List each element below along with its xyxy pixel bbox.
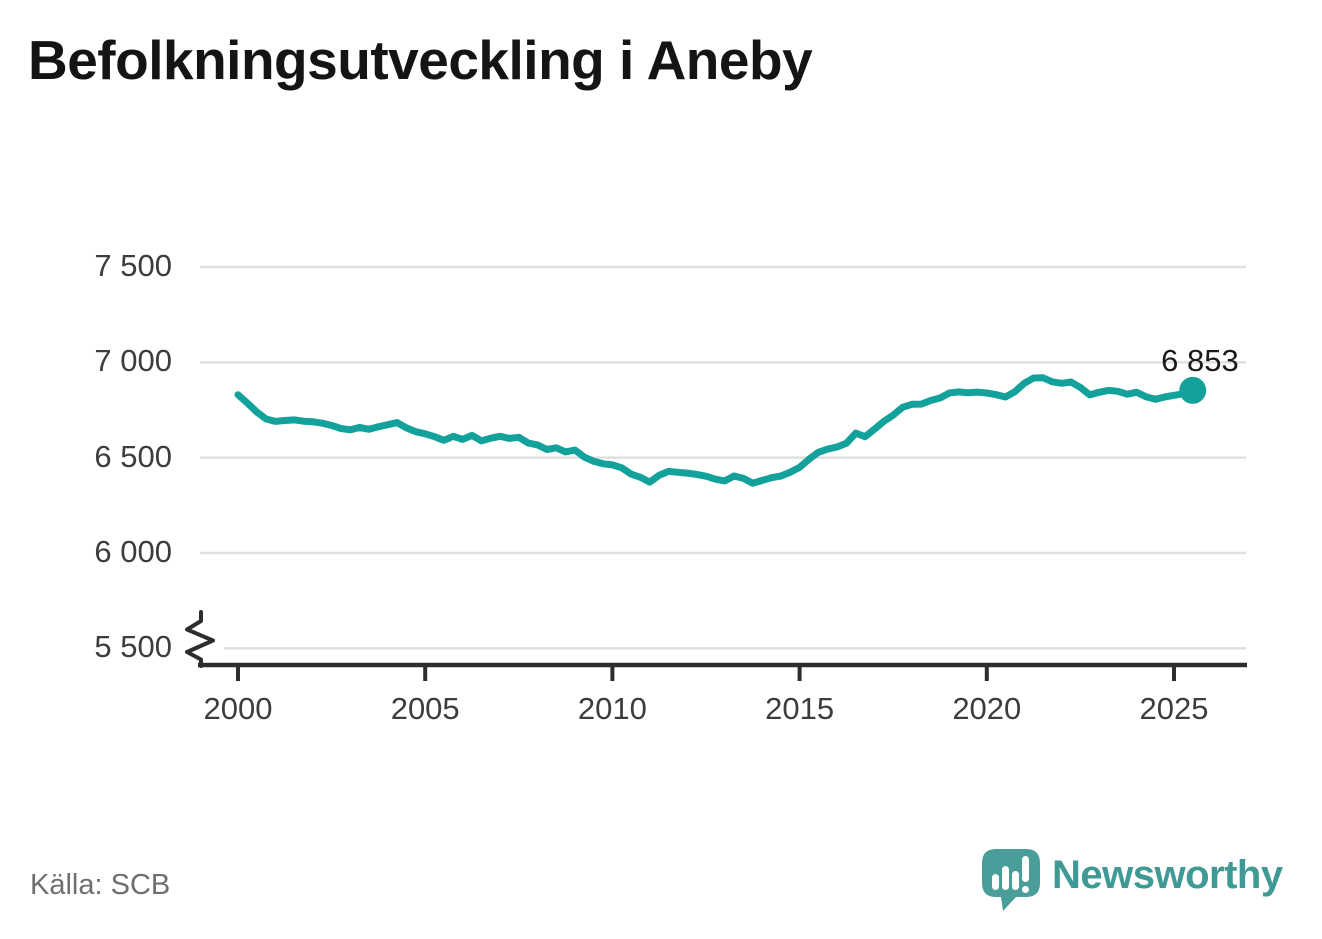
gridlines: [200, 265, 1246, 650]
x-axis-tick-label: 2000: [203, 691, 273, 726]
newsworthy-logo-icon: [982, 849, 1040, 911]
x-axis-tick-label: 2025: [1139, 691, 1209, 726]
newsworthy-logo-text: Newsworthy: [1052, 853, 1283, 897]
x-axis: [198, 662, 1247, 681]
axis-break-zigzag: [185, 610, 215, 668]
y-axis-break-icon: [185, 610, 215, 668]
y-axis-tick-label: 7 000: [94, 343, 172, 379]
last-value-dot: [1179, 376, 1207, 404]
y-axis-tick-label: 6 000: [94, 534, 172, 569]
newsworthy-logo: Newsworthy: [982, 846, 1302, 916]
x-axis-tick-label: 2005: [390, 691, 460, 726]
y-axis-tick-label: 5 500: [94, 629, 172, 665]
last-value-label: 6 853: [1161, 343, 1239, 379]
x-axis-tick-label: 2010: [577, 691, 647, 726]
y-axis-tick-label: 6 500: [94, 438, 172, 474]
source-note: Källa: SCB: [30, 869, 171, 901]
population-line-series: [234, 374, 1207, 487]
population-line: [234, 374, 1197, 487]
y-axis-tick-label: 7 500: [94, 248, 172, 283]
x-axis-tick-label: 2020: [952, 691, 1022, 726]
x-axis-tick-label: 2015: [765, 691, 835, 726]
chart-title: Befolkningsutveckling i Aneby: [28, 29, 813, 91]
